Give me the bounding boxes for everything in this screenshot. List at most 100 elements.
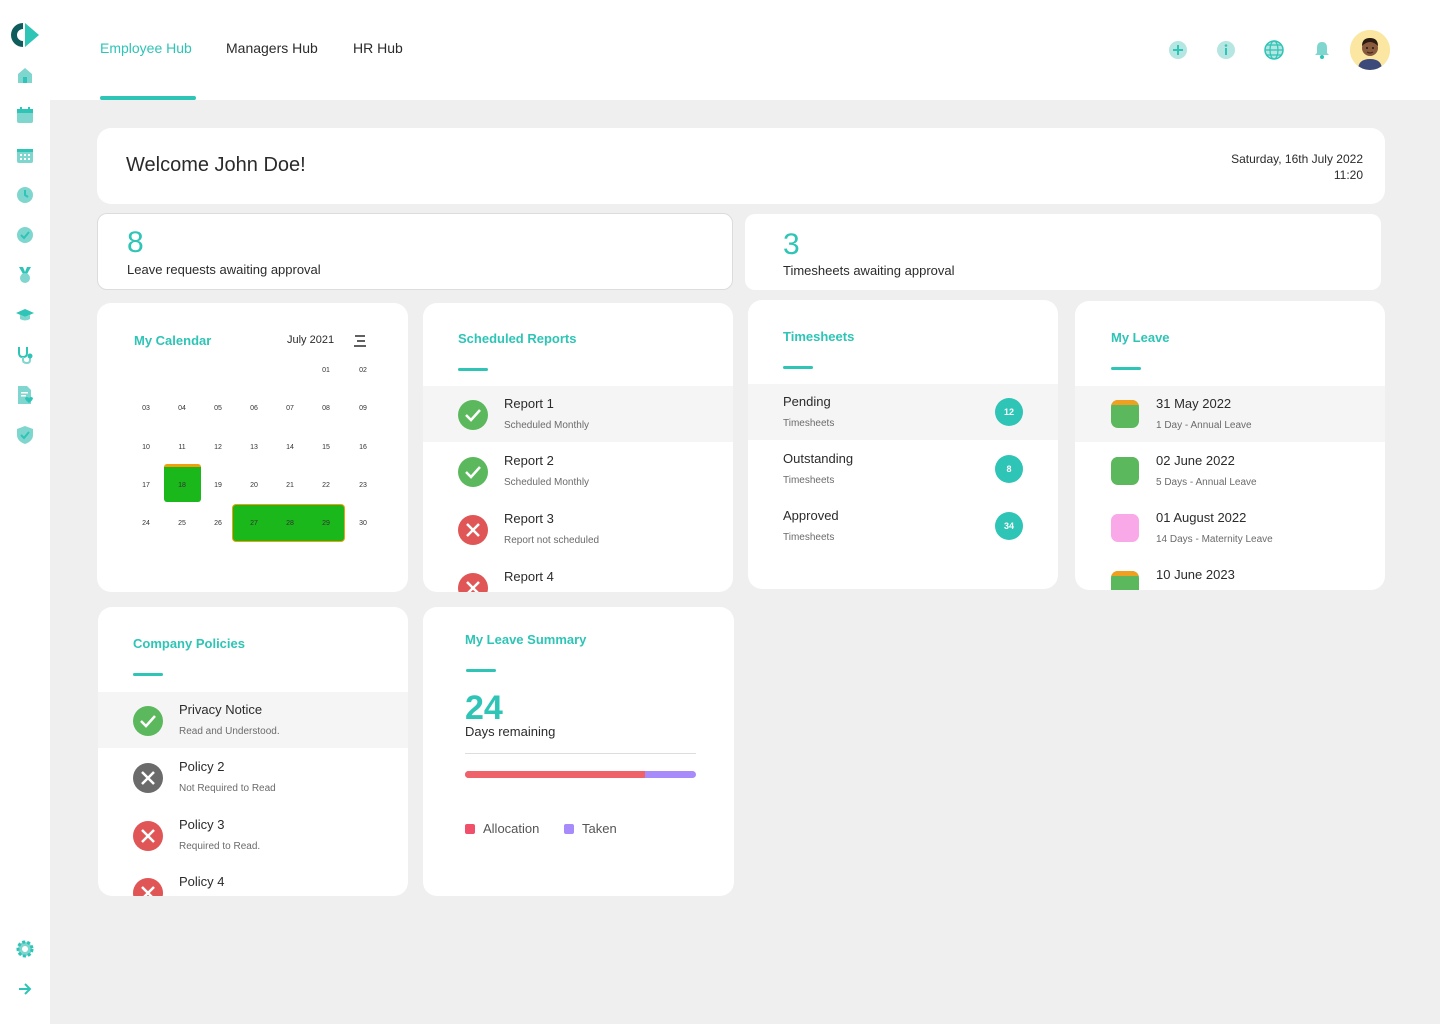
leave-summary-title: My Leave Summary — [465, 632, 587, 647]
report-schedule: Scheduled Monthly — [504, 477, 590, 488]
calendar-day[interactable]: 29 — [322, 520, 330, 527]
timesheet-item[interactable]: Outstanding Timesheets 8 — [748, 441, 1058, 497]
tab-hr-hub[interactable]: HR Hub — [353, 40, 403, 56]
calendar-month[interactable]: July 2021 — [287, 334, 335, 346]
clock-icon[interactable] — [14, 184, 36, 206]
scheduled-reports-title: Scheduled Reports — [458, 331, 577, 346]
timesheet-count-badge: 8 — [995, 455, 1023, 483]
calendar-day[interactable]: 24 — [142, 520, 150, 527]
shield-check-icon[interactable] — [14, 424, 36, 446]
calendar-day[interactable]: 07 — [286, 405, 294, 412]
calendar-day[interactable]: 16 — [359, 444, 367, 451]
timesheet-item[interactable]: Pending Timesheets 12 — [748, 384, 1058, 440]
calendar-day[interactable]: 26 — [214, 520, 222, 527]
stethoscope-icon[interactable] — [14, 344, 36, 366]
logo-icon[interactable] — [10, 22, 40, 48]
info-icon[interactable] — [1216, 40, 1236, 60]
welcome-title: Welcome John Doe! — [126, 154, 306, 176]
current-datetime: Saturday, 16th July 2022 11:20 — [1231, 151, 1363, 183]
calendar-day[interactable]: 20 — [250, 482, 258, 489]
calendar-day[interactable]: 12 — [214, 444, 222, 451]
policy-item[interactable]: Policy 3 Required to Read. — [98, 807, 408, 863]
home-icon[interactable] — [14, 64, 36, 86]
timesheet-item[interactable]: Approved Timesheets 34 — [748, 498, 1058, 554]
calendar-grid-icon[interactable] — [14, 144, 36, 166]
leave-requests-stat-card[interactable]: 8 Leave requests awaiting approval — [97, 213, 733, 290]
calendar-day[interactable]: 13 — [250, 444, 258, 451]
calendar-day[interactable]: 06 — [250, 405, 258, 412]
report-item[interactable]: Report 4 — [423, 559, 733, 592]
leave-date: 02 June 2022 — [1156, 453, 1235, 468]
allocation-fill — [465, 771, 646, 778]
legend-allocation-label: Allocation — [483, 821, 540, 836]
tab-employee-hub[interactable]: Employee Hub — [100, 40, 192, 56]
leave-item[interactable]: 31 May 2022 1 Day - Annual Leave — [1075, 386, 1385, 442]
calendar-highlight-range[interactable] — [233, 505, 344, 541]
report-item[interactable]: Report 3 Report not scheduled — [423, 501, 733, 557]
calendar-day[interactable]: 04 — [178, 405, 186, 412]
policy-item[interactable]: Policy 2 Not Required to Read — [98, 749, 408, 805]
current-time: 11:20 — [1333, 168, 1363, 182]
calendar-day[interactable]: 27 — [250, 520, 258, 527]
calendar-day[interactable]: 01 — [322, 367, 330, 374]
document-heart-icon[interactable] — [14, 384, 36, 406]
bell-icon[interactable] — [1312, 40, 1332, 60]
scheduled-reports-card: Scheduled Reports Report 1 Scheduled Mont… — [423, 303, 733, 592]
leave-date: 31 May 2022 — [1156, 396, 1232, 411]
calendar-icon[interactable] — [14, 104, 36, 126]
check-circle-icon[interactable] — [14, 224, 36, 246]
calendar-day[interactable]: 05 — [214, 405, 222, 412]
policy-item[interactable]: Privacy Notice Read and Understood. — [98, 692, 408, 748]
calendar-day[interactable]: 17 — [142, 482, 150, 489]
timesheets-stat-card[interactable]: 3 Timesheets awaiting approval — [745, 214, 1381, 290]
calendar-highlight-day[interactable] — [164, 464, 201, 502]
tab-managers-hub[interactable]: Managers Hub — [226, 40, 318, 56]
leave-type-icon — [1111, 571, 1139, 590]
leave-requests-count: 8 — [127, 226, 144, 259]
x-icon — [133, 821, 163, 851]
calendar-day[interactable]: 19 — [214, 482, 222, 489]
calendar-menu-icon[interactable] — [353, 335, 367, 347]
arrow-right-icon[interactable] — [14, 978, 36, 1000]
report-name: Report 4 — [504, 569, 554, 584]
calendar-day[interactable]: 03 — [142, 405, 150, 412]
plus-circle-icon[interactable] — [1168, 40, 1188, 60]
calendar-day[interactable]: 30 — [359, 520, 367, 527]
calendar-day[interactable]: 23 — [359, 482, 367, 489]
user-avatar[interactable] — [1350, 30, 1390, 70]
check-icon — [458, 400, 488, 430]
timesheet-status: Outstanding — [783, 451, 854, 466]
calendar-day[interactable]: 14 — [286, 444, 294, 451]
report-name: Report 1 — [504, 396, 554, 411]
timesheet-count-badge: 34 — [995, 512, 1023, 540]
settings-icon[interactable] — [14, 938, 36, 960]
policy-status: Read and Understood. — [179, 726, 280, 737]
allocation-swatch — [465, 823, 475, 834]
leave-item[interactable]: 02 June 2022 5 Days - Annual Leave — [1075, 443, 1385, 499]
divider — [465, 753, 696, 754]
report-item[interactable]: Report 1 Scheduled Monthly — [423, 386, 733, 442]
leave-item[interactable]: 01 August 2022 14 Days - Maternity Leave — [1075, 500, 1385, 556]
calendar-day[interactable]: 22 — [322, 482, 330, 489]
calendar-day[interactable]: 08 — [322, 405, 330, 412]
globe-icon[interactable] — [1264, 40, 1284, 60]
calendar-day[interactable]: 28 — [286, 520, 294, 527]
calendar-day[interactable]: 09 — [359, 405, 367, 412]
calendar-day[interactable]: 02 — [359, 367, 367, 374]
policy-item[interactable]: Policy 4 — [98, 864, 408, 896]
medal-icon[interactable] — [14, 264, 36, 286]
report-item[interactable]: Report 2 Scheduled Monthly — [423, 443, 733, 499]
calendar-day[interactable]: 10 — [142, 444, 150, 451]
active-tab-indicator — [100, 96, 196, 100]
timesheets-card: Timesheets Pending Timesheets 12 Outstandin… — [748, 300, 1058, 589]
leave-item[interactable]: 10 June 2023 — [1075, 557, 1385, 590]
graduation-cap-icon[interactable] — [14, 304, 36, 326]
card-accent — [783, 366, 813, 369]
calendar-day[interactable]: 21 — [286, 482, 294, 489]
my-leave-title: My Leave — [1111, 330, 1170, 345]
my-leave-card: My Leave 31 May 2022 1 Day - Annual Leave… — [1075, 301, 1385, 590]
calendar-day[interactable]: 15 — [322, 444, 330, 451]
calendar-day[interactable]: 11 — [178, 444, 186, 451]
calendar-day[interactable]: 25 — [178, 520, 186, 527]
calendar-day[interactable]: 18 — [178, 482, 186, 489]
